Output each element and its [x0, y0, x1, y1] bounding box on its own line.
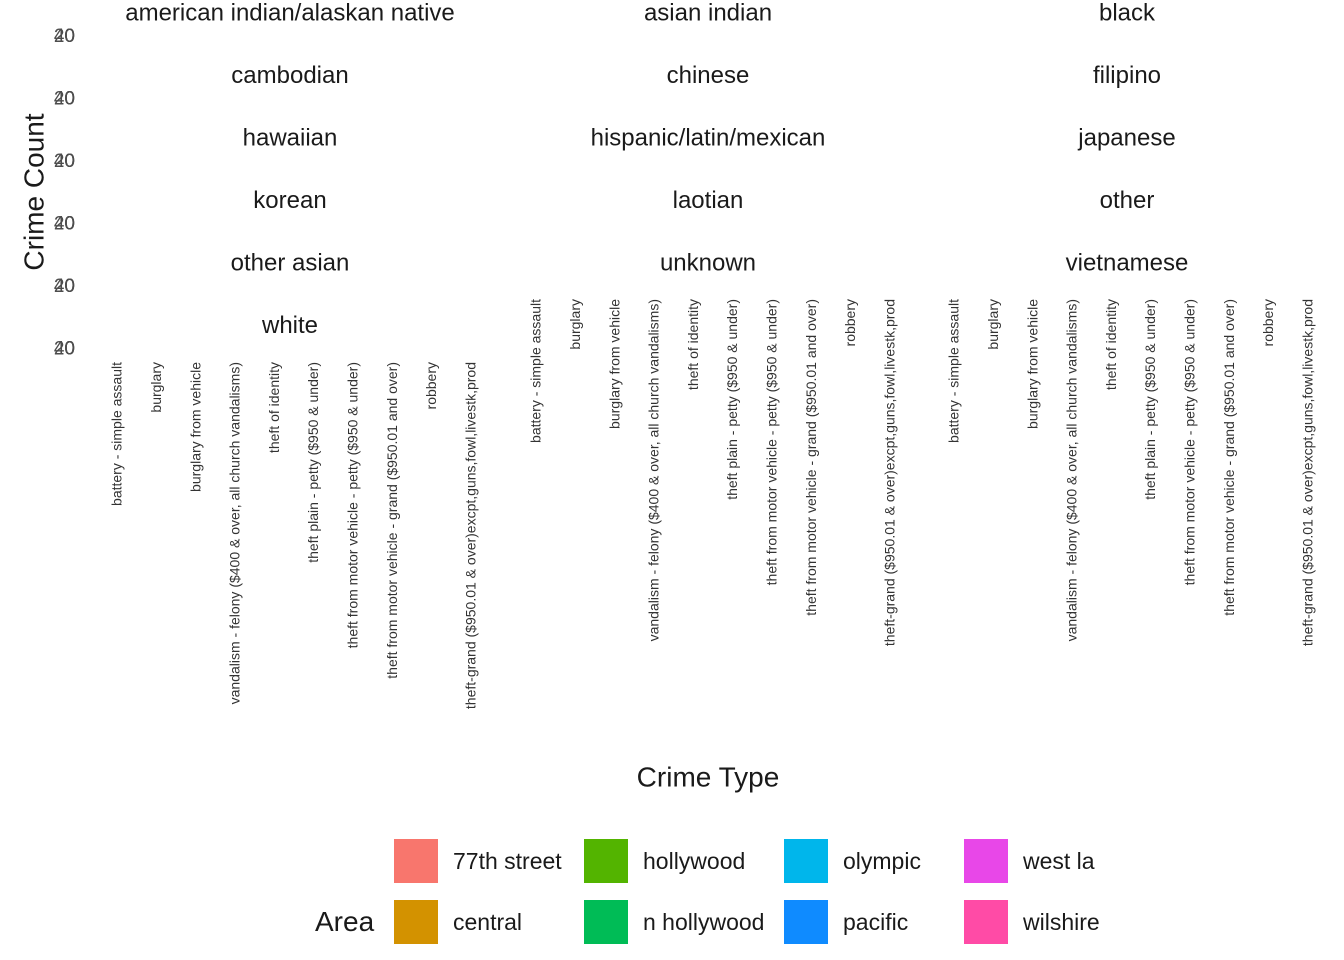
- x-tick-label: theft plain - petty ($950 & under): [724, 299, 740, 500]
- x-tick-label: theft from motor vehicle - grand ($950.0…: [384, 362, 400, 679]
- y-tick-label: 40: [54, 89, 75, 110]
- facet-label: white: [261, 312, 318, 339]
- x-tick-label: burglary: [985, 299, 1001, 350]
- x-tick-label: vandalism - felony ($400 & over, all chu…: [646, 299, 662, 641]
- facet-label: asian indian: [644, 0, 772, 26]
- x-tick-label: theft-grand ($950.01 & over)excpt,guns,f…: [881, 299, 897, 646]
- x-tick-label: theft-grand ($950.01 & over)excpt,guns,f…: [462, 362, 478, 709]
- y-tick-label: 0: [64, 151, 75, 172]
- x-tick-label: battery - simple assault: [946, 299, 962, 443]
- x-tick-label: theft plain - petty ($950 & under): [305, 362, 321, 563]
- x-axis-title: Crime Type: [637, 761, 780, 792]
- y-tick-label: 0: [64, 89, 75, 110]
- x-tick-label: burglary from vehicle: [1024, 299, 1040, 429]
- x-tick-label: robbery: [842, 299, 858, 346]
- x-tick-label: vandalism - felony ($400 & over, all chu…: [1064, 299, 1080, 641]
- y-tick-label: 40: [54, 339, 75, 360]
- y-tick-label: 20: [54, 151, 75, 172]
- x-tick-label: burglary: [148, 362, 164, 413]
- x-tick-label: theft from motor vehicle - petty ($950 &…: [345, 362, 361, 648]
- facet-label: filipino: [1093, 62, 1161, 89]
- facet-label: cambodian: [231, 62, 348, 89]
- y-tick-label: 20: [54, 214, 75, 235]
- y-tick-label: 20: [54, 89, 75, 110]
- y-tick-label: 20: [54, 26, 75, 47]
- facet-label: unknown: [660, 249, 756, 276]
- y-axis-title: Crime Count: [18, 113, 49, 270]
- facet-label: vietnamese: [1066, 249, 1189, 276]
- y-tick-label: 0: [64, 339, 75, 360]
- x-tick-label: theft from motor vehicle - grand ($950.0…: [1221, 299, 1237, 616]
- y-tick-label: 40: [54, 151, 75, 172]
- x-tick-label: theft of identity: [1103, 299, 1119, 390]
- x-tick-label: burglary from vehicle: [606, 299, 622, 429]
- x-tick-label: burglary from vehicle: [187, 362, 203, 492]
- x-tick-label: burglary: [567, 299, 583, 350]
- facet-label: hispanic/latin/mexican: [591, 124, 826, 151]
- x-tick-label: battery - simple assault: [109, 362, 125, 506]
- y-tick-label: 20: [54, 339, 75, 360]
- y-tick-label: 40: [54, 26, 75, 47]
- x-tick-label: theft from motor vehicle - grand ($950.0…: [803, 299, 819, 616]
- y-tick-label: 0: [64, 26, 75, 47]
- facet-label: other asian: [231, 249, 350, 276]
- facet-label: black: [1099, 0, 1156, 26]
- x-tick-label: theft from motor vehicle - petty ($950 &…: [764, 299, 780, 585]
- facet-label: japanese: [1077, 124, 1175, 151]
- x-tick-label: theft-grand ($950.01 & over)excpt,guns,f…: [1299, 299, 1315, 646]
- x-tick-label: theft of identity: [266, 362, 282, 453]
- facet-label: laotian: [673, 187, 744, 214]
- x-tick-label: theft plain - petty ($950 & under): [1142, 299, 1158, 500]
- facet-label: korean: [253, 187, 326, 214]
- x-tick-label: theft from motor vehicle - petty ($950 &…: [1182, 299, 1198, 585]
- y-tick-label: 0: [64, 214, 75, 235]
- y-tick-label: 0: [64, 276, 75, 297]
- x-tick-label: battery - simple assault: [528, 299, 544, 443]
- facet-label: other: [1100, 187, 1155, 214]
- y-tick-label: 40: [54, 276, 75, 297]
- y-tick-label: 40: [54, 214, 75, 235]
- facet-label: chinese: [667, 62, 750, 89]
- x-tick-label: theft of identity: [685, 299, 701, 390]
- facet-label: hawaiian: [243, 124, 338, 151]
- x-tick-label: robbery: [423, 362, 439, 409]
- x-tick-label: vandalism - felony ($400 & over, all chu…: [227, 362, 243, 704]
- y-tick-label: 20: [54, 276, 75, 297]
- facet-label: american indian/alaskan native: [125, 0, 455, 26]
- x-tick-label: robbery: [1260, 299, 1276, 346]
